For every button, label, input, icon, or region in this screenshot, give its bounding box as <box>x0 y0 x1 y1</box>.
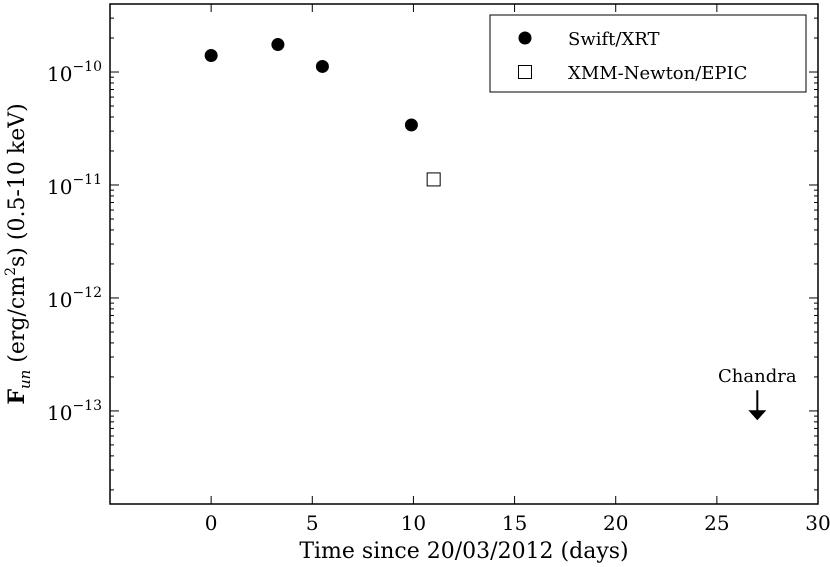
y-tick-label: 10−10 <box>47 59 102 86</box>
x-tick-label: 25 <box>704 511 729 535</box>
y-tick-label: 10−11 <box>47 172 102 199</box>
data-point-swift-xrt <box>315 59 329 73</box>
legend-marker-swift-xrt <box>518 31 532 45</box>
down-arrow-icon <box>748 410 767 421</box>
plot-frame <box>109 3 819 505</box>
y-axis-label: Fun (erg/cm2s) (0.5-10 keV) <box>3 103 34 404</box>
x-tick-label: 5 <box>306 511 319 535</box>
x-tick-label: 0 <box>205 511 218 535</box>
legend-marker-xmm-newton-epic <box>518 65 532 79</box>
legend-entry-label: XMM-Newton/EPIC <box>568 63 747 84</box>
legend: Swift/XRT XMM-Newton/EPIC <box>489 14 807 93</box>
data-point-xmm-newton-epic <box>426 172 441 187</box>
legend-entry-label: Swift/XRT <box>568 29 660 50</box>
x-axis-ticks: 0 5 10 15 20 25 30 <box>205 4 830 535</box>
x-tick-label: 20 <box>603 511 628 535</box>
x-tick-label: 15 <box>502 511 527 535</box>
chandra-label: Chandra <box>718 366 797 387</box>
legend-box <box>489 14 807 93</box>
annotations: Chandra <box>718 366 797 421</box>
y-tick-label: 10−13 <box>47 398 102 425</box>
data-point-swift-xrt <box>271 38 285 52</box>
data-points <box>204 38 441 187</box>
x-tick-label: 30 <box>805 511 830 535</box>
x-axis-label: Time since 20/03/2012 (days) <box>299 539 628 564</box>
y-axis-ticks: 10−10 10−11 10−12 10−13 <box>47 3 818 491</box>
data-point-swift-xrt <box>404 118 418 132</box>
data-point-swift-xrt <box>204 49 218 63</box>
x-tick-label: 10 <box>401 511 426 535</box>
y-tick-label: 10−12 <box>47 285 102 312</box>
